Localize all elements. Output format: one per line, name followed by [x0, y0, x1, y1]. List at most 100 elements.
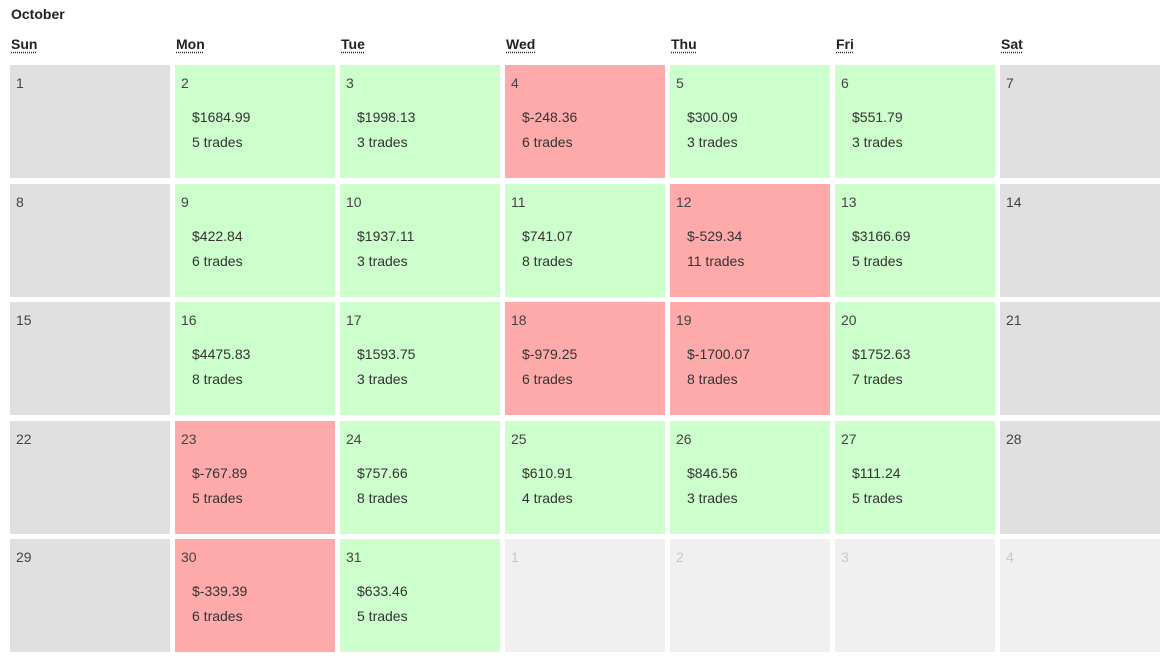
- day-number: 5: [676, 75, 684, 91]
- day-number: 10: [346, 193, 362, 210]
- day-number: 17: [346, 312, 362, 328]
- day-cell[interactable]: 6 $551.79 3 trades: [835, 65, 995, 178]
- day-number: 21: [1006, 312, 1022, 328]
- day-trade-count: 6 trades: [192, 252, 243, 269]
- month-title: October: [11, 6, 65, 22]
- day-cell[interactable]: 17 $1593.75 3 trades: [340, 302, 500, 415]
- day-trade-count: 3 trades: [357, 252, 408, 269]
- day-pnl: $551.79: [852, 109, 903, 125]
- day-pnl: $1937.11: [357, 227, 415, 244]
- day-pnl: $757.66: [357, 464, 408, 481]
- day-cell[interactable]: 28: [1000, 420, 1160, 534]
- day-cell[interactable]: 29: [10, 539, 170, 652]
- day-number: 22: [16, 430, 32, 447]
- day-cell[interactable]: 14: [1000, 183, 1160, 297]
- day-cell[interactable]: 5 $300.09 3 trades: [670, 65, 830, 178]
- day-number: 4: [511, 75, 519, 91]
- day-pnl: $422.84: [192, 227, 243, 244]
- day-trade-count: 6 trades: [522, 371, 573, 387]
- day-cell[interactable]: 16 $4475.83 8 trades: [175, 302, 335, 415]
- day-trade-count: 3 trades: [687, 489, 738, 506]
- day-cell[interactable]: 13 $3166.69 5 trades: [835, 183, 995, 297]
- day-number: 8: [16, 193, 24, 210]
- day-trade-count: 4 trades: [522, 489, 573, 506]
- day-number: 1: [16, 75, 24, 91]
- day-number: 13: [841, 193, 857, 210]
- day-pnl: $741.07: [522, 227, 573, 244]
- day-number: 2: [181, 75, 189, 91]
- day-pnl: $1684.99: [192, 109, 251, 125]
- day-number: 4: [1006, 549, 1014, 565]
- day-pnl: $3166.69: [852, 227, 911, 244]
- day-cell[interactable]: 12 $-529.34 11 trades: [670, 183, 830, 297]
- day-number: 23: [181, 430, 197, 447]
- day-number: 9: [181, 193, 189, 210]
- day-cell[interactable]: 3 $1998.13 3 trades: [340, 65, 500, 178]
- weekday-sun: Sun: [11, 36, 38, 52]
- day-trade-count: 5 trades: [192, 134, 243, 150]
- day-cell[interactable]: 2: [670, 539, 830, 652]
- day-cell[interactable]: 4: [1000, 539, 1160, 652]
- day-number: 29: [16, 549, 32, 565]
- day-cell[interactable]: 31 $633.46 5 trades: [340, 539, 500, 652]
- day-cell[interactable]: 9 $422.84 6 trades: [175, 183, 335, 297]
- day-cell[interactable]: 2 $1684.99 5 trades: [175, 65, 335, 178]
- day-trade-count: 3 trades: [852, 134, 903, 150]
- day-number: 12: [676, 193, 692, 210]
- day-number: 20: [841, 312, 857, 328]
- day-trade-count: 3 trades: [357, 371, 408, 387]
- day-number: 14: [1006, 193, 1022, 210]
- weekday-sat: Sat: [1001, 36, 1023, 52]
- day-trade-count: 3 trades: [357, 134, 408, 150]
- day-cell[interactable]: 18 $-979.25 6 trades: [505, 302, 665, 415]
- day-cell[interactable]: 20 $1752.63 7 trades: [835, 302, 995, 415]
- weekday-tue: Tue: [341, 36, 365, 52]
- day-cell[interactable]: 22: [10, 420, 170, 534]
- day-trade-count: 8 trades: [192, 371, 243, 387]
- day-number: 27: [841, 430, 857, 447]
- day-number: 26: [676, 430, 692, 447]
- day-pnl: $1998.13: [357, 109, 416, 125]
- day-pnl: $633.46: [357, 583, 408, 599]
- day-cell[interactable]: 23 $-767.89 5 trades: [175, 420, 335, 534]
- day-number: 3: [346, 75, 354, 91]
- day-trade-count: 8 trades: [522, 252, 573, 269]
- day-number: 18: [511, 312, 527, 328]
- day-number: 24: [346, 430, 362, 447]
- day-pnl: $1752.63: [852, 346, 911, 362]
- day-trade-count: 5 trades: [852, 252, 903, 269]
- day-cell[interactable]: 1: [505, 539, 665, 652]
- day-cell[interactable]: 1: [10, 65, 170, 178]
- day-number: 15: [16, 312, 32, 328]
- day-cell[interactable]: 7: [1000, 65, 1160, 178]
- day-cell[interactable]: 24 $757.66 8 trades: [340, 420, 500, 534]
- weekday-mon: Mon: [176, 36, 205, 52]
- day-number: 30: [181, 549, 197, 565]
- day-cell[interactable]: 19 $-1700.07 8 trades: [670, 302, 830, 415]
- day-trade-count: 6 trades: [192, 608, 243, 624]
- day-pnl: $-1700.07: [687, 346, 751, 362]
- day-trade-count: 3 trades: [687, 134, 738, 150]
- day-trade-count: 5 trades: [357, 608, 408, 624]
- weekday-header: Sun Mon Tue Wed Thu Fri Sat: [10, 36, 1160, 52]
- day-number: 2: [676, 549, 684, 565]
- day-cell[interactable]: 10 $1937.11 3 trades: [340, 183, 500, 297]
- day-trade-count: 7 trades: [852, 371, 903, 387]
- day-cell[interactable]: 27 $111.24 5 trades: [835, 420, 995, 534]
- day-cell[interactable]: 21: [1000, 302, 1160, 415]
- day-cell[interactable]: 8: [10, 183, 170, 297]
- day-number: 28: [1006, 430, 1022, 447]
- day-cell[interactable]: 30 $-339.39 6 trades: [175, 539, 335, 652]
- day-cell[interactable]: 26 $846.56 3 trades: [670, 420, 830, 534]
- day-number: 16: [181, 312, 197, 328]
- day-trade-count: 5 trades: [852, 489, 903, 506]
- day-cell[interactable]: 15: [10, 302, 170, 415]
- day-cell[interactable]: 3: [835, 539, 995, 652]
- day-pnl: $-248.36: [522, 109, 578, 125]
- calendar-grid: 1 2 $1684.99 5 trades 3 $1998.13 3 trades 4 $-24…: [10, 65, 1160, 652]
- day-pnl: $-339.39: [192, 583, 248, 599]
- day-cell[interactable]: 11 $741.07 8 trades: [505, 183, 665, 297]
- day-trade-count: 11 trades: [687, 252, 745, 269]
- day-cell[interactable]: 4 $-248.36 6 trades: [505, 65, 665, 178]
- day-cell[interactable]: 25 $610.91 4 trades: [505, 420, 665, 534]
